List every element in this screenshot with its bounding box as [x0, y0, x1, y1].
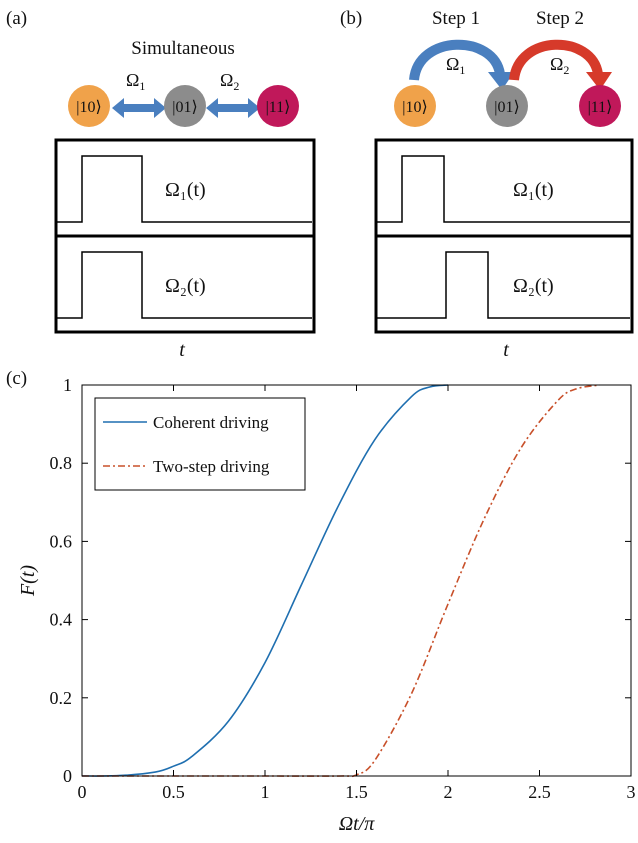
- state-11-label: |11⟩: [266, 99, 291, 116]
- state-01-circle: |01⟩: [164, 85, 206, 127]
- series-line-coherent: [81, 384, 449, 777]
- pulse-omega2-label: Ω₂(t): [165, 275, 206, 297]
- x-tick-label: 0.5: [162, 782, 185, 802]
- state-10-label: |10⟩: [402, 99, 427, 116]
- panel-b-omega1-label: Ω1: [446, 54, 465, 77]
- state-11-label: |11⟩: [588, 99, 613, 116]
- step2-arrow: [509, 39, 612, 90]
- pulse-omega1-label: Ω₁(t): [513, 179, 554, 201]
- double-arrow-2: [206, 98, 260, 118]
- state-11-circle: |11⟩: [579, 85, 621, 127]
- state-10-label: |10⟩: [76, 99, 101, 116]
- step1-arrow: [409, 39, 514, 90]
- pulse-box-2: [374, 234, 634, 334]
- panel-a-label: (a): [6, 8, 27, 29]
- x-tick-label: 0: [78, 782, 87, 802]
- panel-a-time-label: t: [179, 339, 185, 361]
- step1-label: Step 1: [432, 8, 480, 29]
- fidelity-chart: 0 0.5 1 1.5 2 2.5 3 0 0.2 0.4 0.6 0.8 1 Ωt/π F(t) Coher…: [17, 375, 636, 835]
- y-tick-label: 1: [63, 375, 72, 395]
- state-11-circle: |11⟩: [257, 85, 299, 127]
- state-10-circle: |10⟩: [68, 85, 110, 127]
- y-tick-label: 0: [63, 766, 72, 786]
- y-tick-label: 0.4: [50, 610, 73, 630]
- panel-b-label: (b): [340, 8, 362, 29]
- state-01-label: |01⟩: [172, 99, 197, 116]
- x-tick-label: 2.5: [528, 782, 551, 802]
- state-10-circle: |10⟩: [394, 85, 436, 127]
- panel-c: (c) 0 0.5 1 1.5 2 2.5 3 0 0.2 0.4 0.6 0.8 1 Ωt/π F(t) C…: [6, 368, 636, 835]
- panel-a-omega2-label: Ω2: [220, 70, 239, 93]
- pulse-omega1-waveform: [57, 155, 312, 223]
- x-tick-label: 2: [444, 782, 453, 802]
- legend-label-two-step: Two-step driving: [153, 457, 270, 476]
- panel-a-omega1-label: Ω1: [126, 70, 145, 93]
- panel-b: (b) Step 1 Step 2 Ω1 Ω2 |10⟩ |01⟩ |11⟩: [340, 8, 634, 361]
- state-01-label: |01⟩: [494, 99, 519, 116]
- step2-label: Step 2: [536, 8, 584, 29]
- y-axis-label: F(t): [17, 565, 39, 597]
- x-tick-label: 1: [261, 782, 270, 802]
- pulse-omega1-label: Ω₁(t): [165, 179, 206, 201]
- y-tick-label: 0.6: [50, 531, 73, 551]
- pulse-omega2-waveform: [377, 251, 630, 319]
- legend-label-coherent: Coherent driving: [153, 413, 269, 432]
- pulse-omega1-waveform: [377, 155, 630, 223]
- x-tick-label: 3: [627, 782, 636, 802]
- panel-b-time-label: t: [503, 339, 509, 361]
- y-tick-label: 0.8: [50, 453, 73, 473]
- state-01-circle: |01⟩: [486, 85, 528, 127]
- x-axis-label: Ωt/π: [339, 813, 376, 835]
- x-tick-label: 1.5: [345, 782, 368, 802]
- pulse-box-2: [54, 234, 316, 334]
- panel-b-omega2-label: Ω2: [550, 54, 569, 77]
- double-arrow-1: [112, 98, 166, 118]
- panel-c-label: (c): [6, 368, 27, 389]
- legend-box: [94, 397, 306, 491]
- pulse-omega2-waveform: [57, 251, 312, 319]
- panel-a: (a) Simultaneous Ω1 Ω2 |10⟩ |01⟩ |11⟩: [6, 8, 316, 361]
- y-tick-label: 0.2: [50, 688, 73, 708]
- panel-a-title: Simultaneous: [131, 38, 234, 59]
- pulse-omega2-label: Ω₂(t): [513, 275, 554, 297]
